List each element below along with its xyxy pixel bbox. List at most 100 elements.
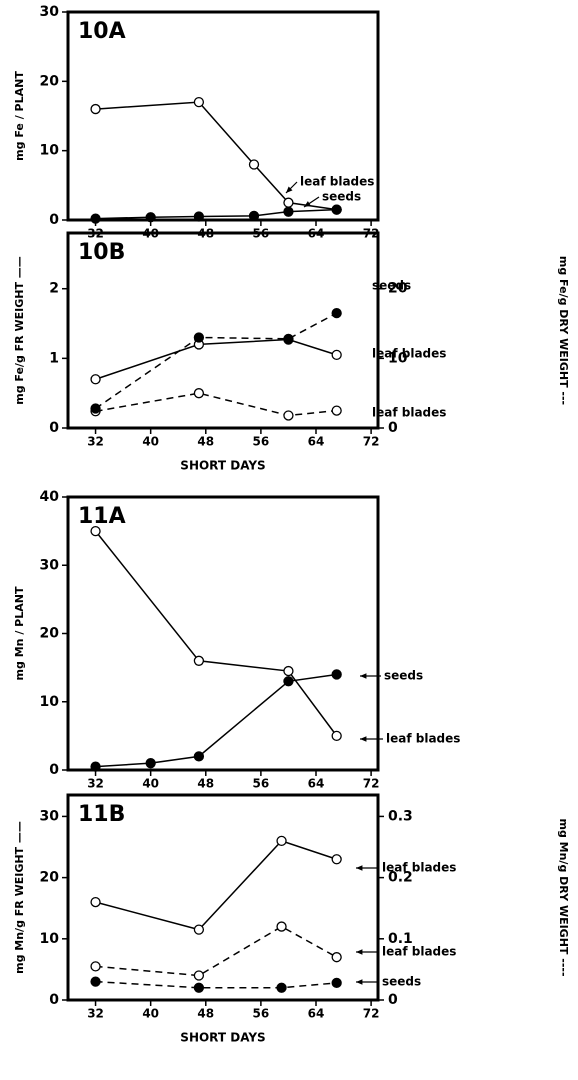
marker bbox=[331, 349, 342, 361]
marker bbox=[90, 403, 101, 414]
y-axis-label: mg Mn / PLANT bbox=[13, 586, 26, 680]
x-tick-label: 56 bbox=[253, 1007, 270, 1021]
marker bbox=[90, 761, 101, 772]
series-label: leaf blades bbox=[382, 861, 456, 875]
y-tick-label: 2 bbox=[49, 281, 59, 297]
marker bbox=[90, 961, 101, 972]
panel-label: 11A bbox=[78, 504, 126, 529]
marker bbox=[283, 197, 294, 208]
marker bbox=[193, 96, 205, 108]
y-tick-label: 0 bbox=[49, 420, 59, 436]
marker bbox=[331, 405, 342, 416]
y-tick-label: 10 bbox=[40, 143, 60, 159]
marker bbox=[90, 525, 101, 537]
y-tick-label: 40 bbox=[40, 489, 60, 505]
x-tick-label: 32 bbox=[87, 777, 104, 791]
y-tick-label: 20 bbox=[40, 73, 60, 89]
marker bbox=[145, 758, 156, 769]
marker bbox=[193, 655, 205, 666]
marker bbox=[145, 212, 156, 223]
series-line bbox=[95, 980, 337, 989]
marker bbox=[331, 204, 342, 215]
marker bbox=[193, 751, 205, 762]
y-axis-label: mg Mn/g FR WEIGHT —— bbox=[13, 821, 26, 974]
marker bbox=[283, 206, 294, 217]
x-tick-label: 40 bbox=[142, 1007, 159, 1021]
series-line bbox=[94, 530, 338, 737]
marker bbox=[90, 374, 101, 385]
marker bbox=[276, 982, 287, 993]
x-tick-label: 56 bbox=[253, 435, 270, 449]
arrow-head bbox=[356, 979, 363, 985]
arrow-head bbox=[356, 949, 363, 955]
marker bbox=[90, 976, 101, 987]
marker bbox=[331, 952, 342, 963]
y2-tick-label: 0 bbox=[388, 992, 398, 1008]
x-tick-label: 40 bbox=[142, 435, 159, 449]
marker bbox=[331, 854, 342, 865]
y-tick-label: 0 bbox=[49, 992, 59, 1008]
series-line bbox=[95, 392, 337, 417]
y-tick-label: 1 bbox=[49, 350, 59, 366]
frame bbox=[66, 10, 380, 222]
y-tick-label: 0 bbox=[49, 762, 59, 778]
y2-axis-label: mg Mn/g DRY WEIGHT ---- bbox=[557, 818, 570, 976]
y-axis-label: mg Fe/g FR WEIGHT —— bbox=[13, 256, 26, 405]
x-tick-label: 56 bbox=[253, 777, 270, 791]
x-tick-label: 32 bbox=[87, 435, 104, 449]
y-tick-label: 20 bbox=[40, 626, 60, 642]
arrow-head bbox=[304, 201, 311, 207]
marker bbox=[276, 835, 287, 847]
marker bbox=[283, 665, 294, 677]
frame bbox=[66, 793, 380, 1002]
series-label: leaf blades bbox=[300, 175, 374, 189]
panel-label: 10B bbox=[78, 240, 125, 265]
series-line bbox=[95, 101, 337, 211]
y2-tick-label: 0.1 bbox=[388, 931, 413, 947]
marker bbox=[193, 924, 205, 935]
x-tick-label: 48 bbox=[197, 777, 214, 791]
y2-tick-label: 0.2 bbox=[388, 870, 413, 886]
x-tick-label: 64 bbox=[308, 777, 325, 791]
arrow-head bbox=[356, 865, 363, 871]
series-line bbox=[95, 840, 337, 931]
marker bbox=[248, 159, 260, 170]
y2-tick-label: 0.3 bbox=[388, 808, 413, 824]
y-tick-label: 20 bbox=[40, 870, 60, 886]
y-axis-label: mg Fe / PLANT bbox=[13, 71, 26, 161]
marker bbox=[331, 307, 342, 319]
y-tick-label: 0 bbox=[49, 212, 59, 228]
arrow-head bbox=[360, 736, 367, 742]
x-tick-label: 32 bbox=[87, 1007, 104, 1021]
arrow-head bbox=[360, 673, 367, 679]
series-label: leaf blades bbox=[372, 406, 446, 420]
series-label: seeds bbox=[384, 669, 423, 683]
x-tick-label: 64 bbox=[308, 1007, 325, 1021]
marker bbox=[90, 103, 101, 115]
series-label: leaf blades bbox=[386, 732, 460, 746]
series-line bbox=[95, 925, 338, 977]
y-tick-label: 30 bbox=[40, 4, 60, 20]
series-line bbox=[95, 312, 338, 410]
marker bbox=[193, 970, 205, 981]
arrow-head bbox=[286, 186, 293, 193]
marker bbox=[248, 210, 260, 221]
frame bbox=[66, 231, 380, 430]
y2-tick-label: 0 bbox=[388, 420, 398, 436]
x-axis-label: SHORT DAYS bbox=[180, 459, 265, 473]
x-tick-label: 48 bbox=[197, 435, 214, 449]
y2-tick-label: 10 bbox=[388, 350, 408, 366]
x-tick-label: 40 bbox=[142, 777, 159, 791]
marker bbox=[283, 333, 294, 345]
marker bbox=[331, 730, 342, 742]
x-tick-label: 72 bbox=[363, 1007, 380, 1021]
marker bbox=[90, 896, 101, 908]
marker bbox=[193, 332, 205, 343]
y-tick-label: 10 bbox=[40, 931, 60, 947]
series-label: seeds bbox=[382, 975, 421, 989]
marker bbox=[283, 676, 294, 687]
x-tick-label: 64 bbox=[308, 435, 325, 449]
marker bbox=[193, 211, 205, 222]
panel-label: 10A bbox=[78, 19, 126, 44]
